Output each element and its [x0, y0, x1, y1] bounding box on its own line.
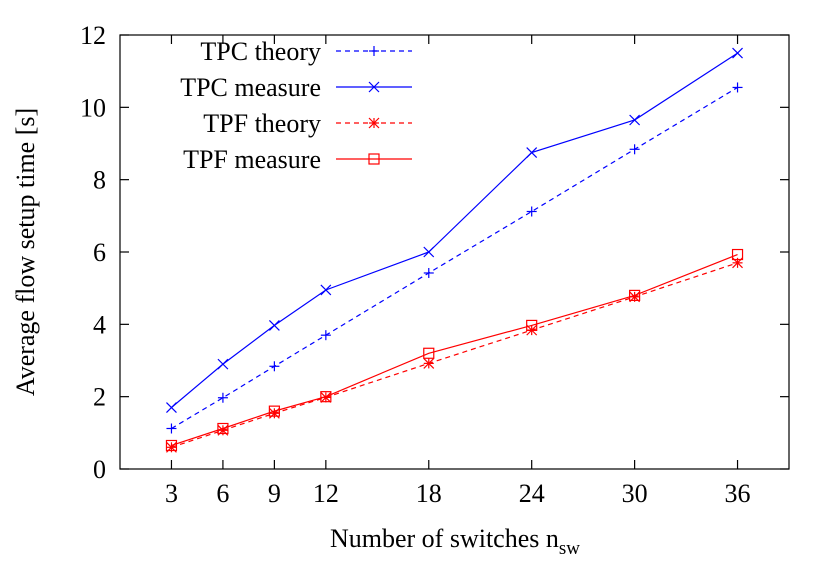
- plus-marker: [217, 392, 228, 403]
- plus-marker: [629, 144, 640, 155]
- x-axis-title-subscript: sw: [559, 538, 580, 559]
- plus-marker: [526, 206, 537, 217]
- legend-label: TPF theory: [203, 109, 321, 138]
- legend-label: TPC theory: [200, 37, 321, 66]
- square-marker: [217, 422, 229, 435]
- y-tick-label: 10: [80, 93, 106, 122]
- x-tick-label: 30: [622, 479, 648, 508]
- plus-marker: [369, 46, 379, 56]
- x-axis-title: Number of switches nsw: [330, 524, 580, 559]
- cross-marker: [423, 246, 435, 258]
- series-line: [171, 52, 738, 408]
- y-tick-label: 8: [93, 166, 106, 195]
- legend-label: TPC measure: [180, 73, 321, 102]
- series-2: [166, 47, 743, 413]
- square-marker: [268, 405, 280, 417]
- x-tick-label: 36: [725, 479, 751, 508]
- square-marker: [320, 391, 332, 403]
- series-4: [165, 248, 744, 452]
- y-tick-label: 2: [93, 383, 106, 412]
- series-line: [171, 262, 738, 448]
- cross-marker: [526, 147, 538, 158]
- cross-marker: [629, 114, 641, 126]
- legend-item: TPC theory: [200, 37, 412, 66]
- square-marker: [731, 248, 744, 261]
- x-tick-label: 3: [165, 479, 178, 508]
- cross-marker: [732, 47, 743, 59]
- star-marker: [368, 117, 380, 129]
- square-marker: [629, 289, 641, 301]
- y-axis-title: Average flow setup time [s]: [11, 108, 40, 396]
- series-line: [171, 253, 738, 447]
- y-tick-label: 12: [80, 21, 106, 50]
- series-group: [165, 47, 744, 453]
- plus-marker: [423, 267, 434, 278]
- plus-marker: [166, 423, 177, 434]
- legend-label: TPF measure: [183, 145, 321, 174]
- cross-marker: [217, 358, 229, 370]
- x-tick-label: 9: [268, 479, 281, 508]
- square-marker: [368, 153, 380, 165]
- star-marker: [423, 357, 435, 369]
- x-tick-label: 12: [313, 479, 339, 508]
- plus-marker: [269, 361, 280, 372]
- cross-marker: [320, 284, 332, 296]
- series-1: [166, 82, 743, 434]
- legend-item: TPC measure: [180, 73, 412, 102]
- x-tick-label: 24: [519, 479, 545, 508]
- cross-marker: [368, 81, 380, 93]
- legend-item: TPF theory: [203, 109, 412, 138]
- x-tick-label: 6: [216, 479, 229, 508]
- square-marker: [423, 347, 435, 359]
- legend-item: TPF measure: [183, 145, 412, 174]
- legend: TPC theory TPC measure TPF theory TPF measu…: [180, 37, 412, 174]
- square-marker: [526, 319, 538, 332]
- x-axis-title-main: Number of switches n: [330, 524, 559, 553]
- cross-marker: [268, 319, 280, 331]
- cross-marker: [166, 402, 177, 413]
- plus-marker: [732, 82, 743, 93]
- x-tick-label: 18: [416, 479, 442, 508]
- series-line: [171, 86, 738, 430]
- square-marker: [165, 439, 178, 452]
- y-tick-label: 4: [93, 310, 106, 339]
- y-tick-label: 0: [93, 455, 106, 484]
- plus-marker: [320, 330, 331, 341]
- y-tick-label: 6: [93, 238, 106, 267]
